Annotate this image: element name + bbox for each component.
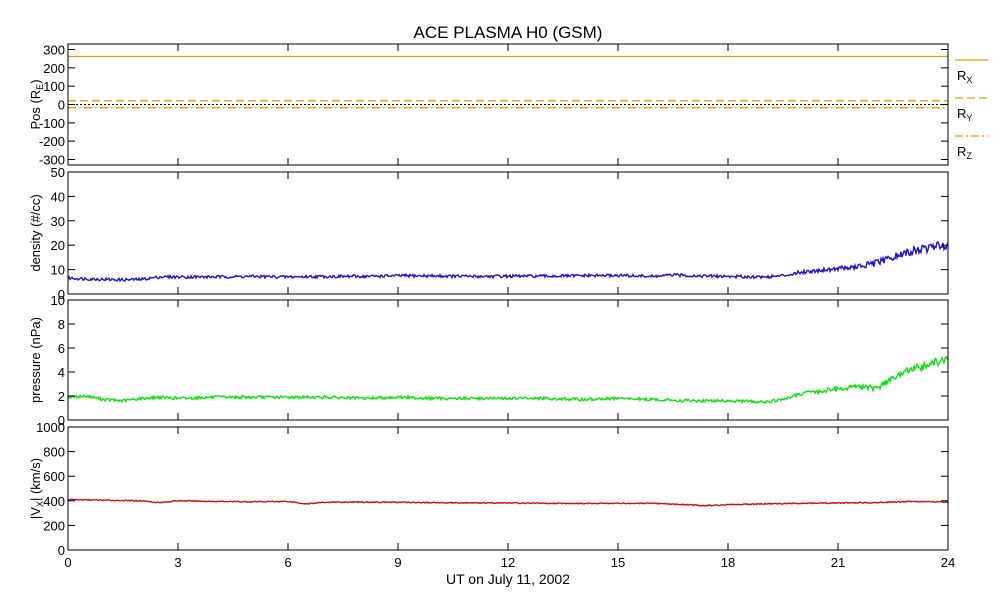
y-tick-label: 200 bbox=[43, 61, 65, 76]
y-tick-label: 800 bbox=[43, 445, 65, 460]
y-tick-label: 600 bbox=[43, 469, 65, 484]
panel-vx: 0 200 400 600 800 1000 |VX| (km/s) bbox=[28, 420, 949, 558]
y-tick-label: 20 bbox=[51, 238, 65, 253]
series-line-density bbox=[67, 241, 949, 283]
position-legend: RX RY RZ bbox=[955, 59, 988, 161]
y-axis-label-vx: |VX| (km/s) bbox=[28, 458, 45, 519]
panel-density: 0 10 20 30 40 50 density (#/cc) bbox=[28, 165, 949, 302]
x-tick-label: 9 bbox=[394, 555, 401, 570]
x-tick-label: 0 bbox=[64, 555, 71, 570]
y-tick-label: 0 bbox=[58, 287, 65, 302]
y-tick-label: 4 bbox=[58, 365, 65, 380]
y-tick-label: -300 bbox=[39, 153, 65, 168]
legend-label-y: RY bbox=[957, 106, 972, 123]
x-tick-label: 6 bbox=[284, 555, 291, 570]
y-tick-label: 40 bbox=[51, 189, 65, 204]
y-tick-label: 0 bbox=[58, 98, 65, 113]
x-axis-label: UT on July 11, 2002 bbox=[446, 571, 570, 587]
y-tick-label: 1000 bbox=[36, 420, 65, 435]
series-line-vx bbox=[67, 498, 949, 507]
y-tick-label: 400 bbox=[43, 494, 65, 509]
y-tick-label: 8 bbox=[58, 317, 65, 332]
y-tick-label: 200 bbox=[43, 518, 65, 533]
y-tick-label: -200 bbox=[39, 134, 65, 149]
y-axis-label-pressure: pressure (nPa) bbox=[28, 317, 43, 403]
panel-pos: -300 -200 -100 0 100 200 300 Pos (RE) bbox=[28, 43, 949, 168]
y-tick-label: 300 bbox=[43, 43, 65, 58]
x-tick-label: 24 bbox=[941, 555, 955, 570]
y-tick-label: 6 bbox=[58, 341, 65, 356]
y-tick-label: 100 bbox=[43, 79, 65, 94]
series-line-pressure bbox=[67, 355, 949, 405]
x-tick-label: 21 bbox=[831, 555, 845, 570]
x-tick-labels: 0 3 6 9 12 15 18 21 24 bbox=[64, 555, 955, 570]
x-tick-label: 15 bbox=[611, 555, 625, 570]
legend-label-x: RX bbox=[957, 68, 972, 85]
y-tick-label: 10 bbox=[51, 263, 65, 278]
y-tick-label: 30 bbox=[51, 214, 65, 229]
y-tick-label: 50 bbox=[51, 165, 65, 180]
y-axis-label-density: density (#/cc) bbox=[28, 194, 43, 271]
x-tick-label: 18 bbox=[721, 555, 735, 570]
y-tick-label: -100 bbox=[39, 116, 65, 131]
y-tick-label: 0 bbox=[58, 543, 65, 558]
y-tick-label: 2 bbox=[58, 389, 65, 404]
panel-pressure: 0 2 4 6 8 10 pressure (nPa) bbox=[28, 293, 949, 428]
y-tick-label: 0 bbox=[58, 413, 65, 428]
x-tick-label: 3 bbox=[174, 555, 181, 570]
y-tick-label: 10 bbox=[51, 293, 65, 308]
x-tick-label: 12 bbox=[501, 555, 515, 570]
legend-label-z: RZ bbox=[957, 144, 972, 161]
y-axis-label-pos: Pos (RE) bbox=[28, 79, 45, 129]
chart-title: ACE PLASMA H0 (GSM) bbox=[414, 23, 603, 42]
